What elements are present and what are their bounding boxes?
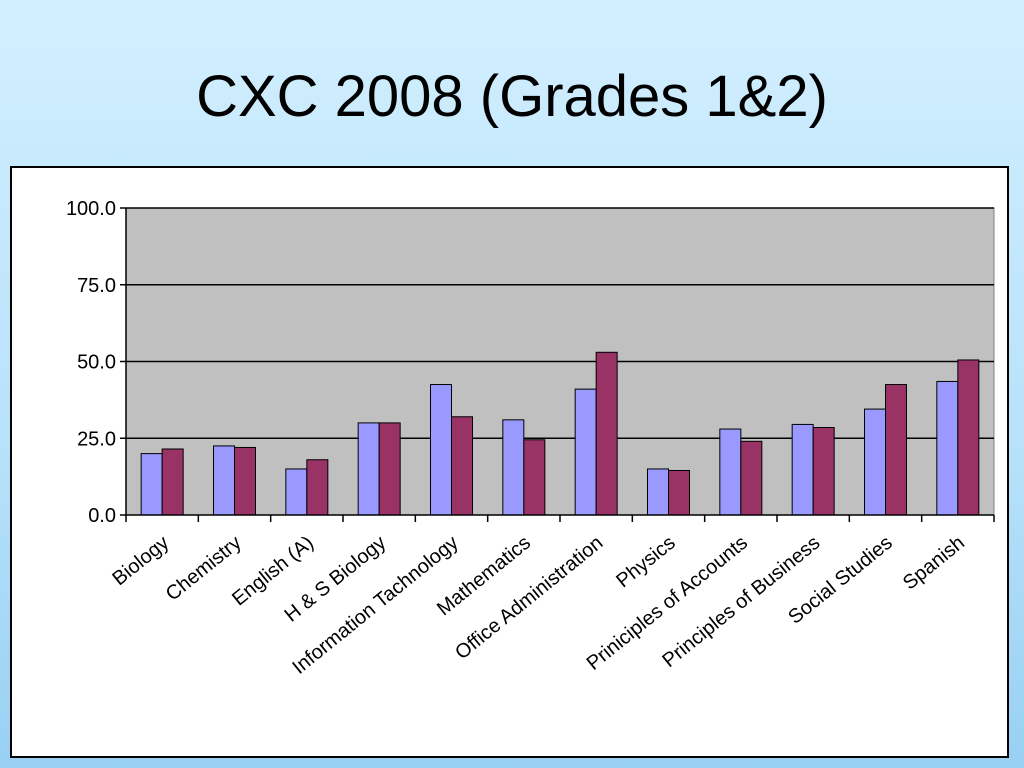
bar-series-2-4 [451,416,473,516]
bar-series-1-5 [502,419,525,516]
bar-series-1-6 [574,388,597,516]
bar-series-1-4 [430,384,452,516]
chart-frame: 0.0 25.0 50.0 75.0 100.0 Biology Chemistry Engl… [10,166,1009,758]
bar-series-1-8 [719,428,742,516]
bar-series-1-1 [213,445,235,516]
bar-series-1-2 [285,468,308,516]
bars [140,351,980,516]
slide-title: CXC 2008 (Grades 1&2) [196,64,828,129]
bar-series-2-6 [595,351,618,516]
bar-series-1-10 [864,408,886,516]
x-tick-label: Physics [612,532,679,592]
y-tick-label: 0.0 [88,505,116,527]
y-tick-label: 100.0 [66,198,116,220]
x-tick-label: Spanish [899,532,969,595]
y-tick-label: 50.0 [77,352,116,374]
bar-series-1-11 [936,380,959,516]
bar-series-2-1 [234,446,256,516]
bar-series-2-11 [957,359,980,516]
bar-series-1-9 [791,423,814,516]
x-tick-label: Biology [108,532,173,590]
bar-series-1-3 [357,422,380,516]
y-tick-label: 25.0 [77,428,116,450]
y-tick-label: 75.0 [77,275,116,297]
bar-series-2-9 [812,427,835,516]
bar-series-2-2 [306,459,329,516]
bar-series-1-7 [647,468,669,516]
bar-series-2-0 [161,448,184,516]
bar-series-2-7 [668,469,690,516]
bar-series-2-8 [740,440,763,516]
bar-series-2-10 [885,384,907,516]
bar-series-1-0 [140,453,163,516]
bar-chart: 0.025.050.075.0100.0BiologyChemistryEngl… [66,198,995,679]
bar-series-2-5 [523,439,546,516]
gridlines [126,207,994,439]
bar-series-2-3 [378,422,401,516]
axes [120,207,995,522]
